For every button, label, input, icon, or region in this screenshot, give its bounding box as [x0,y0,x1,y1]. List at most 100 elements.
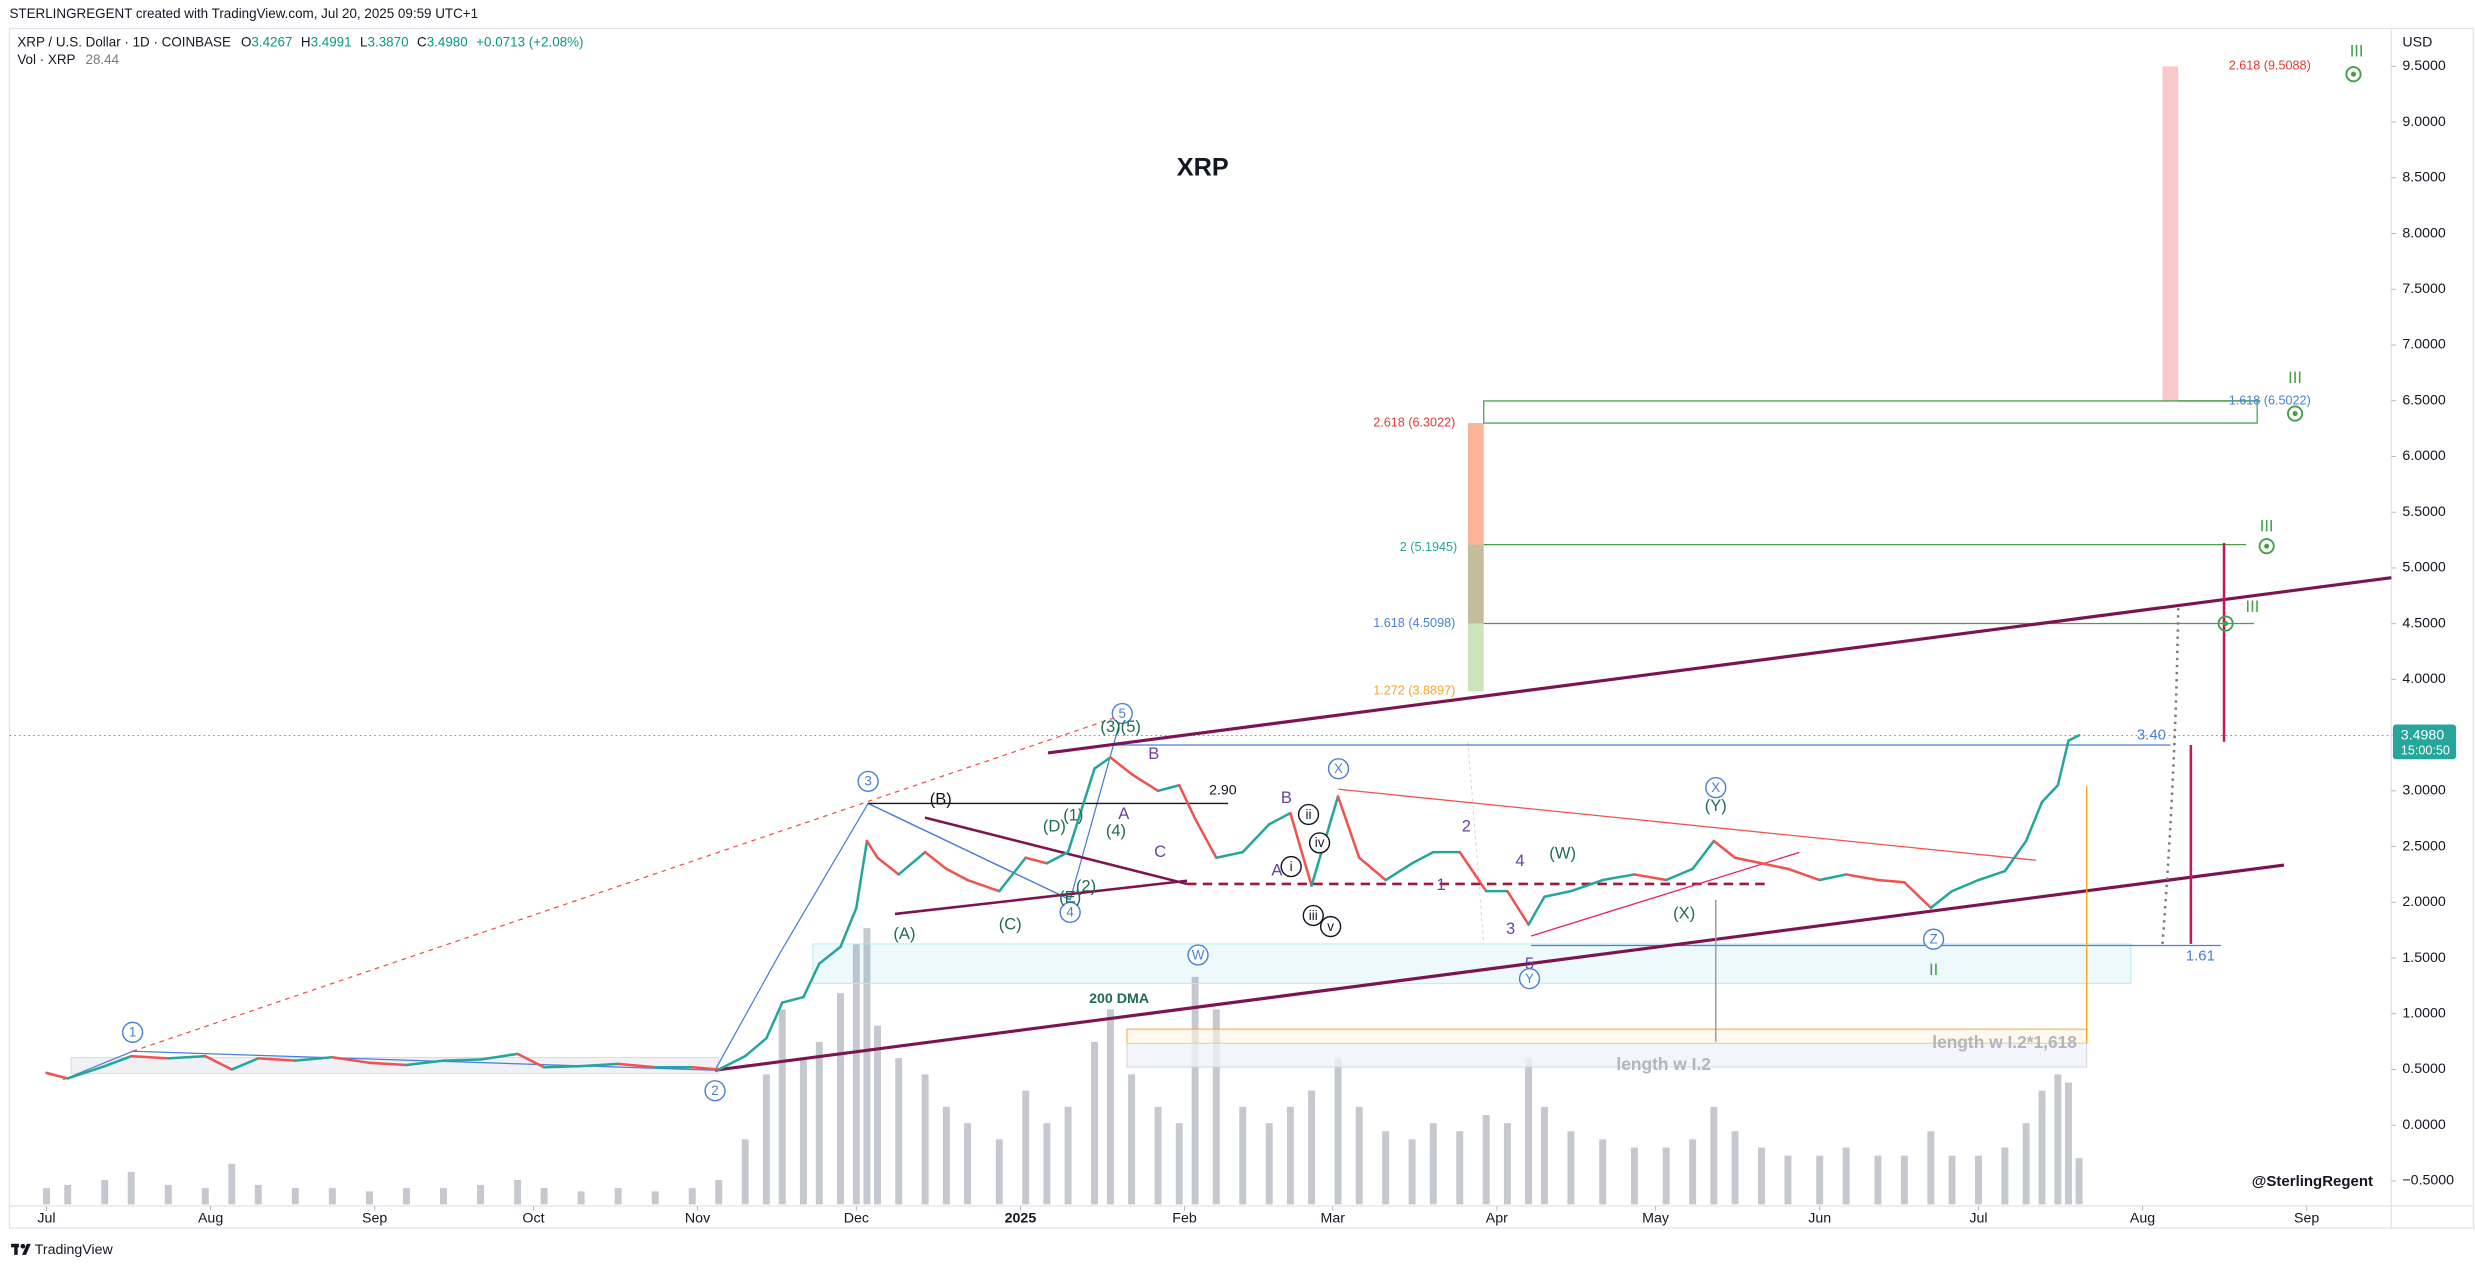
guide-line [1467,741,1485,944]
wave-circle [857,770,879,793]
annotation: (A) [893,924,915,943]
price-segment [1156,784,1181,793]
volume-bar [921,1074,929,1205]
volume-bar [1630,1147,1638,1205]
volume-bar [1482,1115,1490,1205]
annotation: III [2246,597,2260,616]
annotation: (C) [999,914,1022,933]
wave-circle [1111,702,1133,725]
volume-bar [1456,1131,1464,1205]
brand: TradingView [35,1242,114,1258]
annotation: 3.40 [2137,727,2166,744]
price-segment [1876,878,1906,884]
volume-bar [1567,1131,1575,1205]
price-segment [743,1037,768,1058]
volume-bar [1948,1155,1956,1205]
ohlc-label: O [241,34,251,49]
wave-label: X [1711,780,1720,795]
annotation: XRP [1177,154,1229,182]
creator-line: STERLINGREGENT created with TradingView.… [9,6,478,21]
volume-bar [1334,1058,1342,1205]
volume-bar [1091,1041,1099,1205]
price-segment [1950,878,1980,893]
volume-bar [1286,1106,1294,1205]
volume-bar [2064,1082,2072,1205]
channel-lower [714,863,2285,1072]
support-zone [812,943,2132,984]
target-marker [2223,620,2229,627]
x-tick-label: Aug [2130,1210,2155,1226]
volume-bar [1525,1058,1533,1205]
price-segment [855,839,869,910]
fib-level [1483,400,2258,424]
volume-bar [328,1188,336,1205]
price-segment [368,1061,408,1067]
triangle-line [924,816,1188,886]
price-segment [1289,811,1313,887]
volume-bar [964,1123,971,1205]
price-segment [2040,784,2060,804]
brand-logo [11,1243,31,1255]
y-tick-label: 8.5000 [2402,170,2446,186]
price-segment [542,1064,583,1069]
volume-bar [477,1184,485,1205]
annotation: B [1281,788,1292,807]
wave-circle [1922,928,1945,950]
annotation: 1.618 (4.5098) [1373,616,1455,630]
volume-bar [874,1025,882,1205]
wave-label: 5 [1119,706,1126,721]
volume-bar [127,1171,135,1205]
annotation: (W) [1549,843,1576,862]
volume-bar [1128,1074,1136,1205]
x-tick-label: Jun [1808,1210,1831,1226]
wave-circle [704,1080,726,1102]
y-tick-label: 1.5000 [2402,950,2446,966]
wave-circle [1518,967,1541,990]
price-segment [442,1058,482,1062]
wave-line [867,802,1071,901]
volume-bar [1175,1123,1183,1205]
price-segment [1506,889,1530,926]
volume-bar [577,1191,585,1205]
wave-label: W [1192,947,1205,962]
volume-bar [1757,1147,1765,1205]
annotation: (1) [1063,805,1083,824]
price-layer [45,734,2081,1080]
price-segment [1066,767,1096,854]
annotation: 5 [1525,954,1534,973]
target-markers [2217,66,2362,632]
price-segment [294,1055,334,1062]
volume-bar [1874,1155,1882,1205]
triangle-line [1338,788,2037,861]
volume-bar [514,1179,522,1205]
annotation: B [1148,744,1159,763]
annotation: 3 [1506,919,1515,938]
triangle-line [1530,851,1800,937]
price-tag-value: 3.4980 [2401,727,2445,743]
volume-bar [254,1184,262,1205]
y-tick-label: 6.5000 [2402,392,2446,408]
annotation: 4 [1515,851,1524,870]
volume-bar [715,1179,723,1205]
wave-label: ii [1306,807,1312,822]
annotation: A [1271,861,1283,880]
price-segment [230,1057,260,1071]
price-segment [166,1054,207,1060]
y-tick-label: 3.0000 [2402,783,2446,799]
price-segment [1664,867,1694,882]
volume-bar [1900,1155,1908,1205]
price-segment [1543,889,1573,898]
symbol-line: XRP / U.S. Dollar · 1D · COINBASE O3.426… [17,34,583,49]
volume-layer [43,928,2083,1205]
volume-bar [64,1184,72,1205]
price-segment [876,856,900,876]
annotation: 1.61 [2186,948,2215,965]
target-marker [2292,411,2298,417]
y-tick-label: 8.0000 [2402,225,2446,241]
x-tick-label: 2025 [1005,1210,1037,1226]
wave-circle [1319,915,1342,938]
volume-bar [164,1184,172,1205]
